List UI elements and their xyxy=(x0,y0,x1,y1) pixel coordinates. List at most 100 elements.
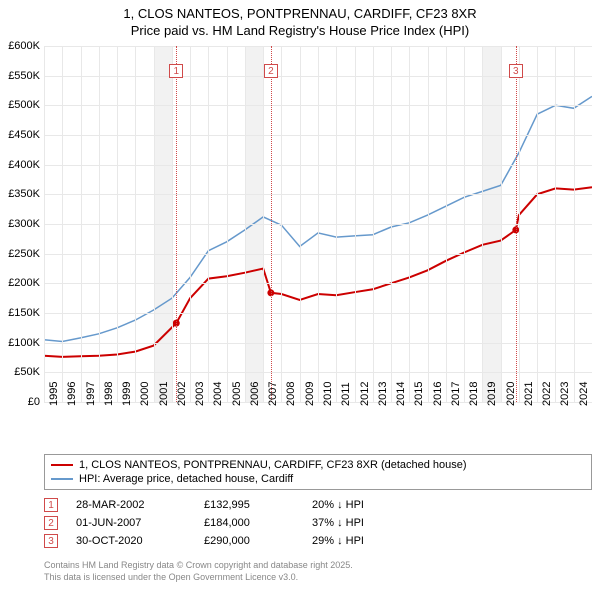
legend-row: HPI: Average price, detached house, Card… xyxy=(51,472,585,486)
gridline-v xyxy=(190,46,191,402)
x-axis-label: 1996 xyxy=(66,382,78,406)
legend-box: 1, CLOS NANTEOS, PONTPRENNAU, CARDIFF, C… xyxy=(44,454,592,490)
x-axis-label: 1997 xyxy=(85,382,97,406)
x-axis-label: 1995 xyxy=(48,382,60,406)
event-marker-line xyxy=(271,46,272,402)
footer-note: Contains HM Land Registry data © Crown c… xyxy=(44,560,353,583)
gridline-v xyxy=(501,46,502,402)
x-axis-label: 2005 xyxy=(231,382,243,406)
gridline-v xyxy=(81,46,82,402)
x-axis-label: 2021 xyxy=(523,382,535,406)
x-axis-label: 2001 xyxy=(158,382,170,406)
x-axis-label: 2011 xyxy=(340,382,352,406)
x-axis-label: 2006 xyxy=(249,382,261,406)
gridline-v xyxy=(318,46,319,402)
gridline-v xyxy=(281,46,282,402)
gridline-v xyxy=(135,46,136,402)
x-axis-label: 2002 xyxy=(176,382,188,406)
x-axis-label: 2008 xyxy=(285,382,297,406)
x-axis-label: 2023 xyxy=(559,382,571,406)
event-price: £132,995 xyxy=(204,499,294,511)
gridline-v xyxy=(300,46,301,402)
footer-line-1: Contains HM Land Registry data © Crown c… xyxy=(44,560,353,572)
gridline-v xyxy=(99,46,100,402)
y-axis-label: £200K xyxy=(8,277,40,289)
gridline-v xyxy=(263,46,264,402)
y-axis-label: £100K xyxy=(8,337,40,349)
event-date: 30-OCT-2020 xyxy=(76,535,186,547)
event-marker-line xyxy=(516,46,517,402)
event-num: 1 xyxy=(44,498,58,512)
chart-area: 123 £0£50K£100K£150K£200K£250K£300K£350K… xyxy=(44,46,592,426)
x-axis-label: 1998 xyxy=(103,382,115,406)
y-axis-label: £250K xyxy=(8,248,40,260)
event-delta: 37% ↓ HPI xyxy=(312,517,364,529)
event-delta: 20% ↓ HPI xyxy=(312,499,364,511)
y-axis-label: £350K xyxy=(8,188,40,200)
gridline-v xyxy=(409,46,410,402)
gridline-v xyxy=(355,46,356,402)
legend-row: 1, CLOS NANTEOS, PONTPRENNAU, CARDIFF, C… xyxy=(51,458,585,472)
event-row: 3 30-OCT-2020 £290,000 29% ↓ HPI xyxy=(44,532,592,550)
y-axis-label: £550K xyxy=(8,70,40,82)
y-axis-label: £400K xyxy=(8,159,40,171)
x-axis-label: 2018 xyxy=(468,382,480,406)
event-num: 2 xyxy=(44,516,58,530)
event-price: £184,000 xyxy=(204,517,294,529)
event-row: 1 28-MAR-2002 £132,995 20% ↓ HPI xyxy=(44,496,592,514)
legend-swatch xyxy=(51,464,73,466)
event-marker-label: 1 xyxy=(169,64,183,78)
x-axis-label: 2017 xyxy=(450,382,462,406)
gridline-v xyxy=(428,46,429,402)
event-date: 01-JUN-2007 xyxy=(76,517,186,529)
y-axis-label: £500K xyxy=(8,99,40,111)
gridline-v xyxy=(44,46,45,402)
gridline-v xyxy=(537,46,538,402)
y-axis-label: £300K xyxy=(8,218,40,230)
gridline-v xyxy=(519,46,520,402)
event-marker-line xyxy=(176,46,177,402)
legend-swatch xyxy=(51,478,73,480)
gridline-v xyxy=(245,46,246,402)
event-row: 2 01-JUN-2007 £184,000 37% ↓ HPI xyxy=(44,514,592,532)
x-axis-label: 2015 xyxy=(413,382,425,406)
event-date: 28-MAR-2002 xyxy=(76,499,186,511)
event-delta: 29% ↓ HPI xyxy=(312,535,364,547)
y-axis-label: £450K xyxy=(8,129,40,141)
x-axis-label: 2022 xyxy=(541,382,553,406)
event-price: £290,000 xyxy=(204,535,294,547)
gridline-v xyxy=(336,46,337,402)
gridline-v xyxy=(391,46,392,402)
x-axis-label: 2019 xyxy=(486,382,498,406)
gridline-v xyxy=(117,46,118,402)
y-axis-label: £150K xyxy=(8,307,40,319)
x-axis-label: 2020 xyxy=(505,382,517,406)
x-axis-label: 2010 xyxy=(322,382,334,406)
footer-line-2: This data is licensed under the Open Gov… xyxy=(44,572,353,584)
x-axis-label: 2003 xyxy=(194,382,206,406)
gridline-v xyxy=(227,46,228,402)
x-axis-label: 2013 xyxy=(377,382,389,406)
title-line-1: 1, CLOS NANTEOS, PONTPRENNAU, CARDIFF, C… xyxy=(0,6,600,23)
chart-container: 1, CLOS NANTEOS, PONTPRENNAU, CARDIFF, C… xyxy=(0,0,600,590)
gridline-v xyxy=(446,46,447,402)
event-num: 3 xyxy=(44,534,58,548)
gridline-v xyxy=(574,46,575,402)
gridline-v xyxy=(373,46,374,402)
x-axis-label: 2014 xyxy=(395,382,407,406)
gridline-v xyxy=(62,46,63,402)
plot-region: 123 xyxy=(44,46,592,402)
x-axis-label: 2004 xyxy=(212,382,224,406)
gridline-v xyxy=(555,46,556,402)
y-axis-label: £50K xyxy=(14,366,40,378)
x-axis-label: 2024 xyxy=(578,382,590,406)
y-axis-label: £0 xyxy=(28,396,40,408)
gridline-v xyxy=(208,46,209,402)
events-table: 1 28-MAR-2002 £132,995 20% ↓ HPI 2 01-JUN-200… xyxy=(44,496,592,550)
legend-label: 1, CLOS NANTEOS, PONTPRENNAU, CARDIFF, C… xyxy=(79,459,467,471)
gridline-v xyxy=(172,46,173,402)
gridline-v xyxy=(464,46,465,402)
x-axis-label: 2016 xyxy=(432,382,444,406)
y-axis-label: £600K xyxy=(8,40,40,52)
x-axis-label: 2009 xyxy=(304,382,316,406)
